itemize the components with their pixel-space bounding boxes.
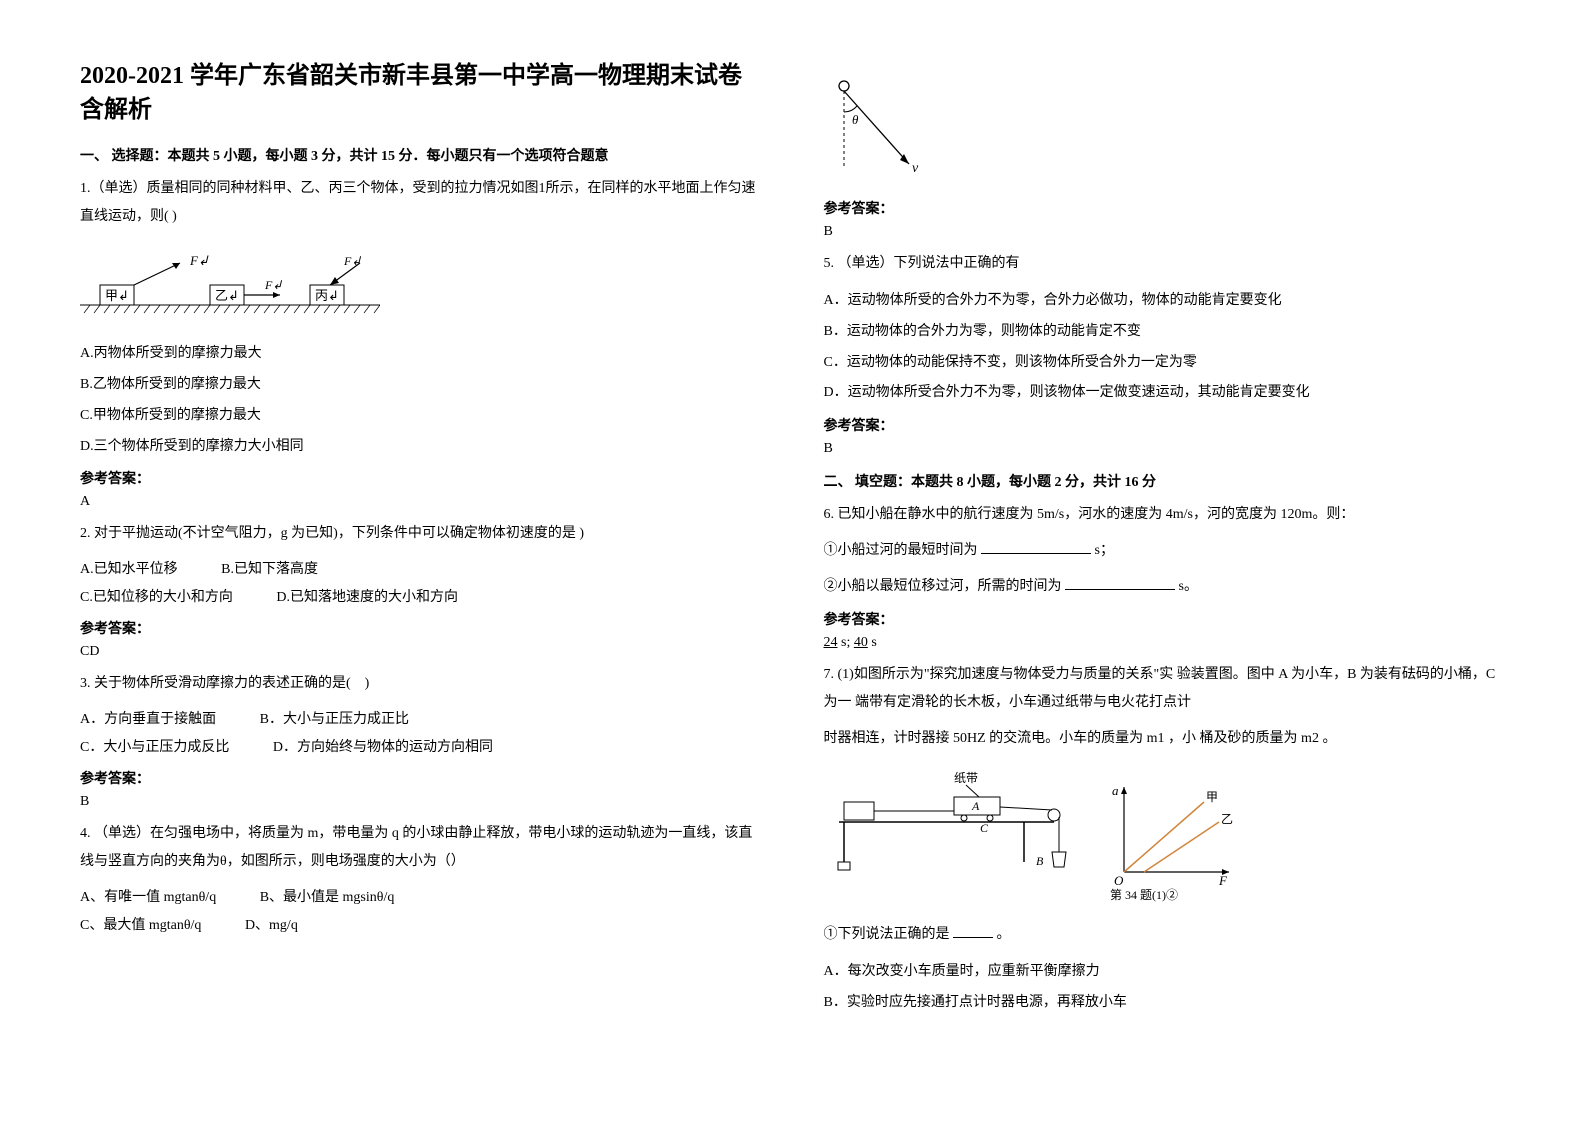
q7-sub1-end: 。 <box>997 927 1011 942</box>
q7-label-A: A <box>971 799 980 813</box>
q2-answer-label: 参考答案： <box>80 618 764 638</box>
q3-options-row1: A．方向垂直于接触面 B．大小与正压力成正比 <box>80 706 764 734</box>
q1-label-f3: F↲ <box>343 254 361 268</box>
q1-stem: 1.（单选）质量相同的同种材料甲、乙、丙三个物体，受到的拉力情况如图1所示，在同… <box>80 175 764 231</box>
q7-label-a: a <box>1112 783 1119 798</box>
q1-answer-label: 参考答案： <box>80 468 764 488</box>
q6-line2-a: ②小船以最短位移过河，所需的时间为 <box>824 579 1062 594</box>
q4-stem: 4. （单选）在匀强电场中，将质量为 m，带电量为 q 的小球由静止释放，带电小… <box>80 820 764 876</box>
q2-options-row2: C.已知位移的大小和方向 D.已知落地速度的大小和方向 <box>80 584 764 612</box>
q4-answer-label: 参考答案： <box>824 198 1508 218</box>
q7-label-F: F <box>1218 873 1228 888</box>
q7-sub1: ①下列说法正确的是 。 <box>824 921 1508 949</box>
q3-stem: 3. 关于物体所受滑动摩擦力的表述正确的是( ) <box>80 670 764 698</box>
q1-label-bing: 丙↲ <box>315 288 339 303</box>
q1-label-f2: F↲ <box>264 278 282 292</box>
q3-opt-c: C．大小与正压力成反比 <box>80 734 229 762</box>
q5-options: A．运动物体所受的合外力不为零，合外力必做功，物体的动能肯定要变化 B．运动物体… <box>824 286 1508 409</box>
q5-stem: 5. （单选）下列说法中正确的有 <box>824 250 1508 278</box>
section-2-heading: 二、 填空题：本题共 8 小题，每小题 2 分，共计 16 分 <box>824 471 1508 491</box>
q7-figure-caption: 第 34 题(1)② <box>1110 888 1178 902</box>
q6-line1-b: s； <box>1095 543 1114 558</box>
q6-ans-unit: s <box>871 635 876 650</box>
q2-opt-c: C.已知位移的大小和方向 <box>80 584 233 612</box>
q3-opt-b: B．大小与正压力成正比 <box>260 706 409 734</box>
q7-figure: 纸带 A C B <box>824 767 1508 907</box>
q3-options-row2: C．大小与正压力成反比 D．方向始终与物体的运动方向相同 <box>80 734 764 762</box>
q6-ans1: 24 <box>824 635 838 650</box>
q6-line2: ②小船以最短位移过河，所需的时间为 s。 <box>824 573 1508 601</box>
q6-line1-a: ①小船过河的最短时间为 <box>824 543 978 558</box>
q7-opt-a: A．每次改变小车质量时，应重新平衡摩擦力 <box>824 957 1508 988</box>
q4-label-v: v <box>912 161 919 176</box>
q7-sub1-text: ①下列说法正确的是 <box>824 927 950 942</box>
section-1-heading: 一、 选择题：本题共 5 小题，每小题 3 分，共计 15 分．每小题只有一个选… <box>80 145 764 165</box>
q6-blank2 <box>1065 576 1175 590</box>
q2-opt-b: B.已知下落高度 <box>221 556 318 584</box>
q2-answer: CD <box>80 644 764 660</box>
q4-opt-c: C、最大值 mgtanθ/q <box>80 912 201 940</box>
q7-label-yi: 乙 <box>1221 812 1233 826</box>
q7-sub1-blank <box>953 924 993 938</box>
q1-options: A.丙物体所受到的摩擦力最大 B.乙物体所受到的摩擦力最大 C.甲物体所受到的摩… <box>80 339 764 462</box>
exam-page: 2020-2021 学年广东省韶关市新丰县第一中学高一物理期末试卷含解析 一、 … <box>80 60 1507 1019</box>
q4-options-row1: A、有唯一值 mgtanθ/q B、最小值是 mgsinθ/q <box>80 884 764 912</box>
q7-label-B: B <box>1036 854 1044 868</box>
q6-ans2: 40 <box>854 635 868 650</box>
q4-label-theta: θ <box>852 112 859 127</box>
q7-options: A．每次改变小车质量时，应重新平衡摩擦力 B．实验时应先接通打点计时器电源，再释… <box>824 957 1508 1019</box>
q1-opt-b: B.乙物体所受到的摩擦力最大 <box>80 370 764 401</box>
q6-answer-label: 参考答案： <box>824 609 1508 629</box>
q4-figure: θ v <box>824 74 1508 184</box>
q1-answer: A <box>80 494 764 510</box>
exam-title: 2020-2021 学年广东省韶关市新丰县第一中学高一物理期末试卷含解析 <box>80 60 764 127</box>
q2-options-row1: A.已知水平位移 B.已知下落高度 <box>80 556 764 584</box>
q6-ans-sep: s; <box>841 635 850 650</box>
q3-answer-label: 参考答案： <box>80 768 764 788</box>
q5-opt-a: A．运动物体所受的合外力不为零，合外力必做功，物体的动能肯定要变化 <box>824 286 1508 317</box>
q7-label-C: C <box>980 821 989 835</box>
q7-label-zhidai: 纸带 <box>954 771 978 785</box>
left-column: 2020-2021 学年广东省韶关市新丰县第一中学高一物理期末试卷含解析 一、 … <box>80 60 764 1019</box>
q6-line1: ①小船过河的最短时间为 s； <box>824 537 1508 565</box>
q5-opt-b: B．运动物体的合外力为零，则物体的动能肯定不变 <box>824 317 1508 348</box>
q6-stem: 6. 已知小船在静水中的航行速度为 5m/s，河水的速度为 4m/s，河的宽度为… <box>824 501 1508 529</box>
q7-label-O: O <box>1114 873 1124 888</box>
q2-opt-a: A.已知水平位移 <box>80 556 178 584</box>
q3-opt-a: A．方向垂直于接触面 <box>80 706 216 734</box>
q5-answer: B <box>824 441 1508 457</box>
q4-opt-b: B、最小值是 mgsinθ/q <box>260 884 395 912</box>
q2-opt-d: D.已知落地速度的大小和方向 <box>276 584 458 612</box>
q7-stem: 7. (1)如图所示为"探究加速度与物体受力与质量的关系"实 验装置图。图中 A… <box>824 661 1508 717</box>
q4-opt-d: D、mg/q <box>245 912 298 940</box>
q1-label-jia: 甲↲ <box>105 288 129 303</box>
q4-opt-a: A、有唯一值 mgtanθ/q <box>80 884 216 912</box>
q4-answer: B <box>824 224 1508 240</box>
q1-figure: 甲↲ F↲ 乙↲ F↲ 丙↲ F↲ <box>80 245 764 325</box>
q5-opt-d: D．运动物体所受合外力不为零，则该物体一定做变速运动，其动能肯定要变化 <box>824 378 1508 409</box>
right-column: θ v 参考答案： B 5. （单选）下列说法中正确的有 A．运动物体所受的合外… <box>824 60 1508 1019</box>
q1-opt-a: A.丙物体所受到的摩擦力最大 <box>80 339 764 370</box>
q1-opt-c: C.甲物体所受到的摩擦力最大 <box>80 401 764 432</box>
q7-label-jia: 甲 <box>1206 790 1218 804</box>
q7-stem2: 时器相连，计时器接 50HZ 的交流电。小车的质量为 m1 ，小 桶及砂的质量为… <box>824 725 1508 753</box>
q2-stem: 2. 对于平抛运动(不计空气阻力，g 为已知)，下列条件中可以确定物体初速度的是… <box>80 520 764 548</box>
q5-answer-label: 参考答案： <box>824 415 1508 435</box>
q1-label-f1: F↲ <box>189 253 209 268</box>
q6-answer: 24 s; 40 s <box>824 635 1508 651</box>
q4-options-row2: C、最大值 mgtanθ/q D、mg/q <box>80 912 764 940</box>
q3-opt-d: D．方向始终与物体的运动方向相同 <box>273 734 493 762</box>
q7-opt-b: B．实验时应先接通打点计时器电源，再释放小车 <box>824 988 1508 1019</box>
q1-label-yi: 乙↲ <box>215 288 239 303</box>
q1-opt-d: D.三个物体所受到的摩擦力大小相同 <box>80 432 764 463</box>
q6-blank1 <box>981 540 1091 554</box>
q6-line2-b: s。 <box>1179 579 1198 594</box>
q3-answer: B <box>80 794 764 810</box>
q5-opt-c: C．运动物体的动能保持不变，则该物体所受合外力一定为零 <box>824 348 1508 379</box>
